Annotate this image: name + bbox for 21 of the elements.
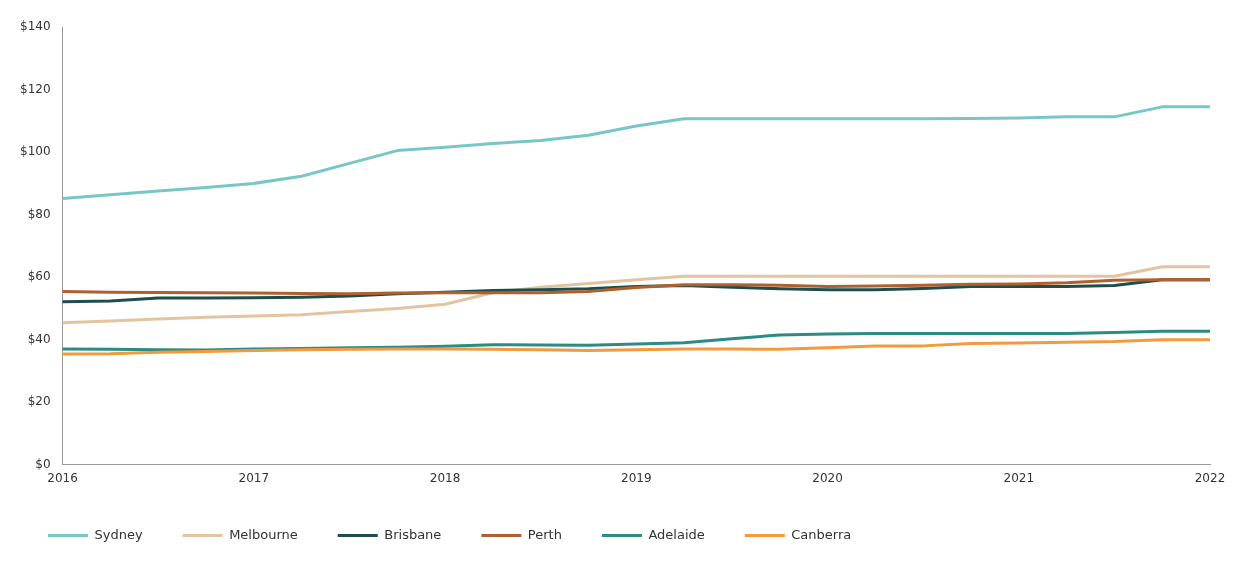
legend-label: Perth xyxy=(527,526,562,542)
x-tick-label: 2022 xyxy=(1194,470,1226,485)
legend-label: Adelaide xyxy=(648,526,705,542)
y-tick-label: $40 xyxy=(27,331,51,346)
y-tick-label: $20 xyxy=(27,394,51,409)
legend-label: Melbourne xyxy=(229,526,298,542)
y-tick-label: $120 xyxy=(19,81,51,96)
x-tick-label: 2021 xyxy=(1003,470,1035,485)
x-tick-label: 2017 xyxy=(238,470,270,485)
x-tick-label: 2018 xyxy=(429,470,461,485)
x-tick-label: 2016 xyxy=(47,470,78,485)
y-tick-label: $100 xyxy=(19,144,51,159)
y-tick-label: $0 xyxy=(35,456,51,471)
legend-label: Sydney xyxy=(94,526,143,542)
x-tick-label: 2020 xyxy=(812,470,843,485)
legend-label: Canberra xyxy=(791,526,852,542)
x-tick-label: 2019 xyxy=(621,470,652,485)
y-tick-label: $60 xyxy=(27,269,51,284)
y-tick-label: $80 xyxy=(27,206,51,221)
y-tick-label: $140 xyxy=(19,19,51,34)
legend-label: Brisbane xyxy=(384,526,442,542)
